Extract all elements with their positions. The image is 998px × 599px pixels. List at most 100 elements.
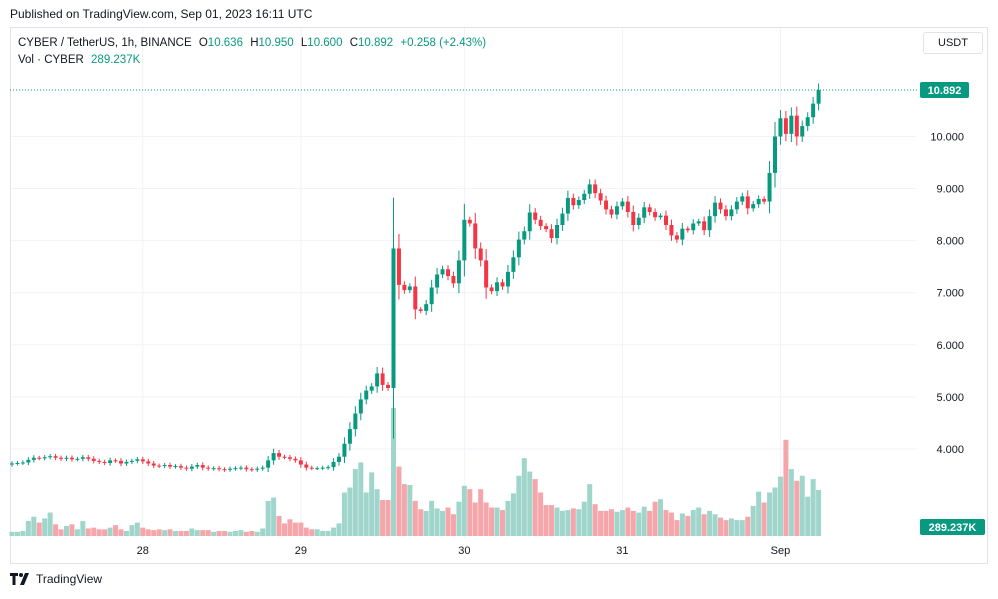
time-axis: 28 29 30 31 Sep [137, 545, 791, 557]
candle-body [380, 373, 385, 385]
candle-body [69, 457, 74, 460]
currency-button[interactable]: USDT [923, 32, 983, 54]
candle-body [527, 212, 532, 232]
volume-bar [156, 529, 162, 536]
candle-body [326, 467, 331, 469]
candle-body [440, 269, 445, 275]
candle-body [320, 467, 325, 469]
volume-bar [570, 508, 576, 536]
volume-bar [734, 520, 740, 536]
candle-body [287, 457, 292, 459]
candle-body [484, 260, 489, 288]
y-tick-label: 7.000 [936, 288, 964, 300]
volume-bar [652, 501, 658, 536]
candle-body [598, 193, 603, 201]
candle-body [642, 207, 647, 218]
candle-body [396, 248, 401, 285]
volume-bar [303, 527, 309, 536]
candle-body [331, 461, 336, 468]
volume-bar [701, 514, 707, 536]
candle-body [734, 201, 739, 210]
volume-bar [707, 510, 713, 536]
candle-body [625, 201, 630, 212]
tradingview-logo-icon [10, 573, 29, 585]
published-caption: Published on TradingView.com, Sep 01, 20… [10, 7, 313, 21]
candle-body [773, 136, 777, 173]
candle-body [778, 118, 783, 137]
candle-body [729, 209, 734, 217]
candle-body [500, 282, 505, 287]
volume-bar [243, 531, 249, 536]
volume-bar [592, 504, 598, 536]
x-tick-label: Sep [771, 545, 791, 557]
volume-bar [521, 458, 527, 536]
candle-body [342, 443, 347, 457]
candle-body [631, 211, 636, 226]
volume-bar [505, 500, 511, 536]
volume-bar [265, 500, 271, 536]
candle-body [233, 468, 238, 470]
y-tick-label: 8.000 [936, 236, 964, 248]
candle-body [555, 225, 559, 239]
volume-bar [625, 507, 631, 536]
volume-bar [483, 502, 489, 536]
candle-body [228, 468, 232, 470]
candle-body [97, 460, 102, 462]
volume-bar [494, 507, 500, 536]
volume-bar [96, 529, 102, 536]
candle-body [42, 457, 47, 459]
last-price-badge: 10.892 [920, 82, 969, 99]
volume-bar [685, 515, 691, 536]
volume-bar [745, 516, 751, 536]
volume-bar [598, 510, 604, 536]
x-tick-label: 28 [137, 545, 149, 557]
volume-bar [739, 520, 745, 536]
ohlc-row: CYBER / TetherUS, 1h, BINANCE O10.636 H1… [18, 35, 486, 52]
volume-bar [129, 525, 135, 536]
volume-bar [805, 496, 811, 536]
volume-bar [85, 528, 91, 536]
volume-bar [434, 508, 440, 536]
volume-bar [118, 529, 124, 536]
candle-body [255, 468, 260, 470]
volume-bar [380, 500, 386, 536]
candle-body [375, 373, 380, 387]
candle-body [238, 467, 243, 469]
volume-bar [162, 530, 168, 536]
volume-bar [543, 505, 549, 536]
candle-body [680, 228, 685, 240]
candle-body [407, 286, 412, 291]
candle-body [745, 196, 750, 209]
volume-bar [581, 501, 587, 536]
volume-bar [374, 489, 380, 536]
volume-bars [9, 408, 822, 536]
volume-bar [396, 466, 402, 536]
candle-body [184, 467, 189, 469]
volume-bar [445, 507, 451, 536]
candle-body [129, 460, 134, 462]
volume-bar [679, 513, 685, 536]
volume-bar [728, 518, 734, 536]
volume-bar [461, 485, 467, 536]
volume-bar [788, 469, 794, 536]
candle-body [740, 196, 745, 202]
candle-body [91, 458, 96, 461]
volume-bar [151, 530, 157, 536]
volume-bar [363, 492, 369, 536]
volume-bar [227, 531, 233, 536]
candle-body [337, 456, 341, 462]
candle-body [489, 287, 494, 292]
candle-body [298, 460, 303, 465]
candle-body [467, 219, 472, 224]
tradingview-brand[interactable]: TradingView [10, 572, 102, 586]
volume-bar [183, 530, 189, 536]
candle-body [211, 468, 216, 470]
candle-body [162, 465, 167, 467]
y-tick-label: 4.000 [936, 444, 964, 456]
candle-body [15, 462, 20, 464]
candle-body [75, 458, 80, 460]
volume-bar [325, 530, 331, 536]
last-price-label: 10.892 [928, 85, 962, 97]
volume-bar [401, 484, 407, 536]
